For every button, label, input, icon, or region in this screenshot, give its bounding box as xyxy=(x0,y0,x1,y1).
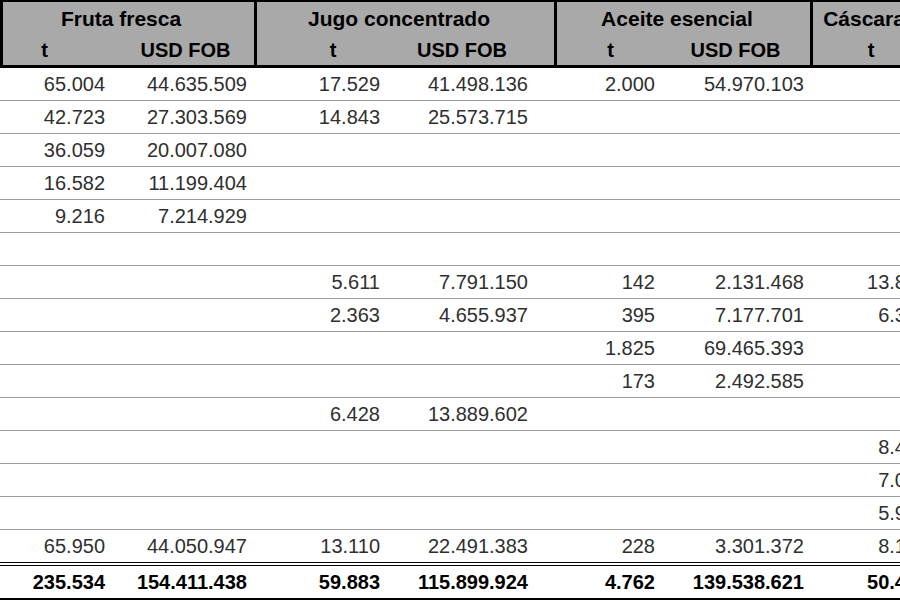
table-cell: 13.889.602 xyxy=(390,403,556,426)
section-header-aceite-esencial: Aceite esencial xyxy=(556,7,812,31)
table-cell: 5.611 xyxy=(256,271,390,294)
table-cell: 42.723 xyxy=(0,106,115,129)
header-divider-jugo-aceite xyxy=(554,0,557,68)
table-cell: 41.498.136 xyxy=(390,73,556,96)
table-cell: 6.3 xyxy=(812,304,900,327)
table-row: 16.58211.199.404 xyxy=(0,167,900,200)
section-header-cascara: Cáscara xyxy=(812,7,900,31)
table-total-row: 235.534154.411.43859.883115.899.9244.762… xyxy=(0,562,900,600)
table-cell: 2.131.468 xyxy=(665,271,812,294)
table-cell: 44.635.509 xyxy=(115,73,256,96)
table-cell: 235.534 xyxy=(0,571,115,594)
table-row: 6.42813.889.602 xyxy=(0,398,900,431)
table-cell: 54.970.103 xyxy=(665,73,812,96)
table-row: 1732.492.585 xyxy=(0,365,900,398)
column-header-fruta-t: t xyxy=(0,39,115,62)
table-row: 1.82569.465.393 xyxy=(0,332,900,365)
header-divider-fruta-jugo xyxy=(254,0,257,68)
section-header-row: Fruta fresca Jugo concentrado Aceite ese… xyxy=(0,2,900,35)
table-cell: 142 xyxy=(556,271,665,294)
table-row: 8.4 xyxy=(0,431,900,464)
table-cell: 13.8 xyxy=(812,271,900,294)
table-cell: 228 xyxy=(556,535,665,558)
section-header-fruta-fresca: Fruta fresca xyxy=(0,7,256,31)
table-cell: 59.883 xyxy=(256,571,390,594)
table-cell: 69.465.393 xyxy=(665,337,812,360)
table-cell: 8.1 xyxy=(812,535,900,558)
header-divider-aceite-cascara xyxy=(810,0,813,68)
table-row: 65.95044.050.94713.11022.491.3832283.301… xyxy=(0,530,900,562)
table-cell: 9.216 xyxy=(0,205,115,228)
table-cell: 395 xyxy=(556,304,665,327)
table-body: 65.00444.635.50917.52941.498.1362.00054.… xyxy=(0,68,900,600)
table-cell: 20.007.080 xyxy=(115,139,256,162)
table-cell: 11.199.404 xyxy=(115,172,256,195)
column-header-cascara-t: t xyxy=(812,39,900,62)
column-header-row: t USD FOB t USD FOB t USD FOB t xyxy=(0,35,900,65)
table-cell: 2.000 xyxy=(556,73,665,96)
table-cell: 44.050.947 xyxy=(115,535,256,558)
table-cell: 13.110 xyxy=(256,535,390,558)
table-cell: 1.825 xyxy=(556,337,665,360)
column-header-aceite-t: t xyxy=(556,39,665,62)
table-cell: 17.529 xyxy=(256,73,390,96)
column-header-jugo-t: t xyxy=(256,39,390,62)
table-cell: 2.363 xyxy=(256,304,390,327)
table-cell: 16.582 xyxy=(0,172,115,195)
table-row: 5.6117.791.1501422.131.46813.8 xyxy=(0,266,900,299)
table-cell: 139.538.621 xyxy=(665,571,812,594)
table-row: 5.9 xyxy=(0,497,900,530)
table-cell: 22.491.383 xyxy=(390,535,556,558)
table-row: 2.3634.655.9373957.177.7016.3 xyxy=(0,299,900,332)
table-cell: 4.762 xyxy=(556,571,665,594)
table-cell: 5.9 xyxy=(812,502,900,525)
section-header-jugo-concentrado: Jugo concentrado xyxy=(256,7,556,31)
table-cell: 27.303.569 xyxy=(115,106,256,129)
table-cell: 7.214.929 xyxy=(115,205,256,228)
header-divider-left xyxy=(0,0,3,68)
table-cell: 6.428 xyxy=(256,403,390,426)
table-header: Fruta fresca Jugo concentrado Aceite ese… xyxy=(0,0,900,68)
table-cell: 50.4 xyxy=(812,571,900,594)
export-table: Fruta fresca Jugo concentrado Aceite ese… xyxy=(0,0,900,600)
table-cell: 25.573.715 xyxy=(390,106,556,129)
table-cell: 36.059 xyxy=(0,139,115,162)
table-row: 36.05920.007.080 xyxy=(0,134,900,167)
table-cell: 115.899.924 xyxy=(390,571,556,594)
table-cell: 154.411.438 xyxy=(115,571,256,594)
table-row: 65.00444.635.50917.52941.498.1362.00054.… xyxy=(0,68,900,101)
table-cell: 7.177.701 xyxy=(665,304,812,327)
table-cell: 2.492.585 xyxy=(665,370,812,393)
column-header-aceite-usd: USD FOB xyxy=(665,39,812,62)
table-row: 42.72327.303.56914.84325.573.715 xyxy=(0,101,900,134)
table-cell: 3.301.372 xyxy=(665,535,812,558)
table-cell: 65.950 xyxy=(0,535,115,558)
table-cell: 7.0 xyxy=(812,469,900,492)
table-viewport: Fruta fresca Jugo concentrado Aceite ese… xyxy=(0,0,900,600)
table-cell: 7.791.150 xyxy=(390,271,556,294)
column-header-jugo-usd: USD FOB xyxy=(390,39,556,62)
table-row: 9.2167.214.929 xyxy=(0,200,900,233)
table-row xyxy=(0,233,900,266)
table-row: 7.0 xyxy=(0,464,900,497)
column-header-fruta-usd: USD FOB xyxy=(115,39,256,62)
table-cell: 173 xyxy=(556,370,665,393)
table-cell: 8.4 xyxy=(812,436,900,459)
table-cell: 14.843 xyxy=(256,106,390,129)
table-cell: 4.655.937 xyxy=(390,304,556,327)
table-cell: 65.004 xyxy=(0,73,115,96)
